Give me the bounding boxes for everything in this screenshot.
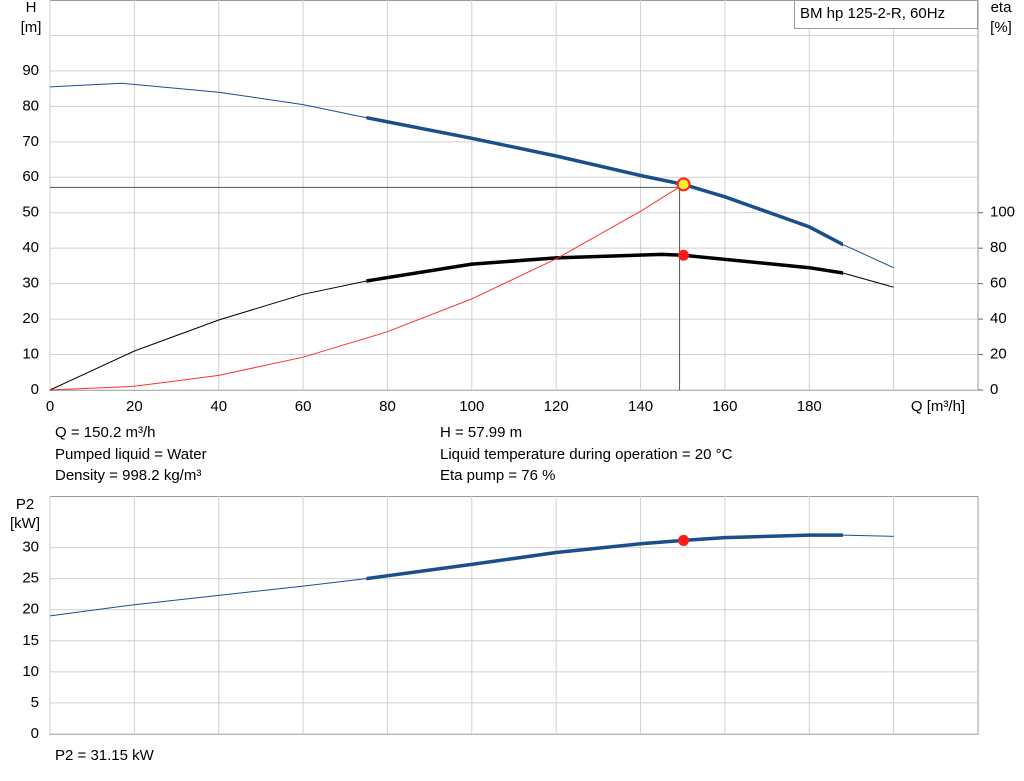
curve [49, 183, 684, 391]
info-text: Pumped liquid = Water [55, 446, 207, 463]
plot-area [49, 496, 979, 735]
y-tick-label: 30 [22, 539, 39, 556]
info-text: Liquid temperature during operation = 20… [440, 446, 733, 463]
x-tick-label: 120 [544, 398, 569, 415]
y2-tick-label: 60 [990, 275, 1007, 292]
x-tick-label: 100 [459, 398, 484, 415]
y-tick-label: 30 [22, 275, 39, 292]
info-text: Q = 150.2 m³/h [55, 424, 155, 441]
curve-operating-range [366, 533, 844, 581]
y-tick-label: 80 [22, 97, 39, 114]
y2-tick-label: 40 [990, 310, 1007, 327]
info-text: H = 57.99 m [440, 424, 522, 441]
duty-point [676, 177, 691, 192]
info-text: P2 = 31.15 kW [55, 747, 155, 764]
y-tick-label: 10 [22, 346, 39, 363]
y-axis-unit: [m] [21, 19, 42, 36]
y2-tick-label: 20 [990, 346, 1007, 363]
y-tick-label: 10 [22, 663, 39, 680]
x-tick-label: 140 [628, 398, 653, 415]
y-tick-label: 0 [31, 725, 39, 742]
y-axis-label: H [26, 0, 37, 16]
plot-area [49, 0, 979, 391]
y-tick-label: 25 [22, 570, 39, 587]
y2-tick-label: 80 [990, 239, 1007, 256]
y-tick-label: 70 [22, 133, 39, 150]
y2-axis-unit: [%] [990, 19, 1012, 36]
info-text: Eta pump = 76 % [440, 467, 556, 484]
y-tick-label: 20 [22, 310, 39, 327]
x-tick-label: 160 [712, 398, 737, 415]
y-tick-label: 50 [22, 204, 39, 221]
y-tick-label: 5 [31, 694, 39, 711]
legend-text: BM hp 125-2-R, 60Hz [800, 5, 945, 22]
info-text: Density = 998.2 kg/m³ [55, 467, 201, 484]
eta-point [678, 249, 690, 261]
y-tick-label: 60 [22, 168, 39, 185]
x-tick-label: 0 [46, 398, 54, 415]
y-tick-label: 90 [22, 62, 39, 79]
y-tick-label: 40 [22, 239, 39, 256]
y2-tick-label: 100 [990, 204, 1015, 221]
x-tick-label: 40 [210, 398, 227, 415]
power-point [678, 534, 690, 546]
y-tick-label: 20 [22, 601, 39, 618]
y-tick-label: 15 [22, 632, 39, 649]
x-tick-label: 20 [126, 398, 143, 415]
x-axis-label: Q [m³/h] [911, 398, 965, 415]
y2-axis-label: eta [991, 0, 1013, 16]
x-tick-label: 80 [379, 398, 396, 415]
y-axis-label: P2 [16, 496, 34, 513]
curve-operating-range [366, 252, 844, 283]
legend-box [794, 0, 978, 29]
curve-operating-range [366, 115, 844, 247]
y-tick-label: 0 [31, 381, 39, 398]
y2-tick-label: 0 [990, 381, 998, 398]
x-tick-label: 180 [797, 398, 822, 415]
y-axis-unit: [kW] [10, 515, 40, 532]
x-tick-label: 60 [295, 398, 312, 415]
